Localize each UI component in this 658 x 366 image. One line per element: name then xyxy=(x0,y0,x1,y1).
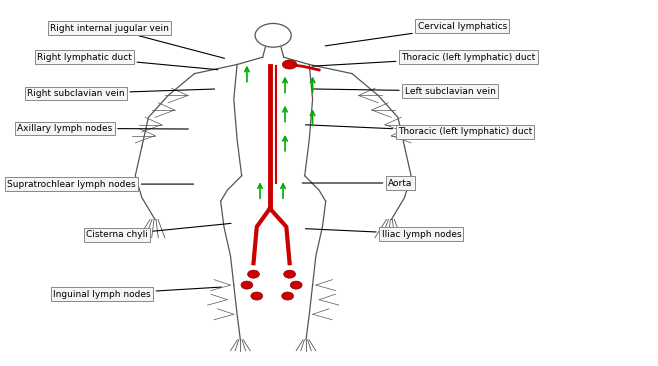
Text: Inguinal lymph nodes: Inguinal lymph nodes xyxy=(53,287,221,299)
Text: Left subclavian vein: Left subclavian vein xyxy=(313,87,495,96)
Text: Right subclavian vein: Right subclavian vein xyxy=(27,89,215,98)
Ellipse shape xyxy=(290,281,302,289)
Text: Thoracic (left lymphatic) duct: Thoracic (left lymphatic) duct xyxy=(305,125,532,137)
Text: Right lymphatic duct: Right lymphatic duct xyxy=(37,53,218,70)
Ellipse shape xyxy=(282,292,293,300)
Text: Cervical lymphatics: Cervical lymphatics xyxy=(325,22,507,46)
Ellipse shape xyxy=(284,270,295,278)
Text: Right internal jugular vein: Right internal jugular vein xyxy=(50,23,224,58)
Ellipse shape xyxy=(241,281,253,289)
Ellipse shape xyxy=(282,60,297,69)
Ellipse shape xyxy=(251,292,263,300)
Text: Cisterna chyli: Cisterna chyli xyxy=(86,223,231,239)
Ellipse shape xyxy=(247,270,259,278)
Text: Supratrochlear lymph nodes: Supratrochlear lymph nodes xyxy=(7,180,193,188)
Text: Thoracic (left lymphatic) duct: Thoracic (left lymphatic) duct xyxy=(312,53,536,66)
Text: Aorta: Aorta xyxy=(302,179,413,187)
Text: Iliac lymph nodes: Iliac lymph nodes xyxy=(305,229,461,239)
Text: Axillary lymph nodes: Axillary lymph nodes xyxy=(17,124,188,133)
